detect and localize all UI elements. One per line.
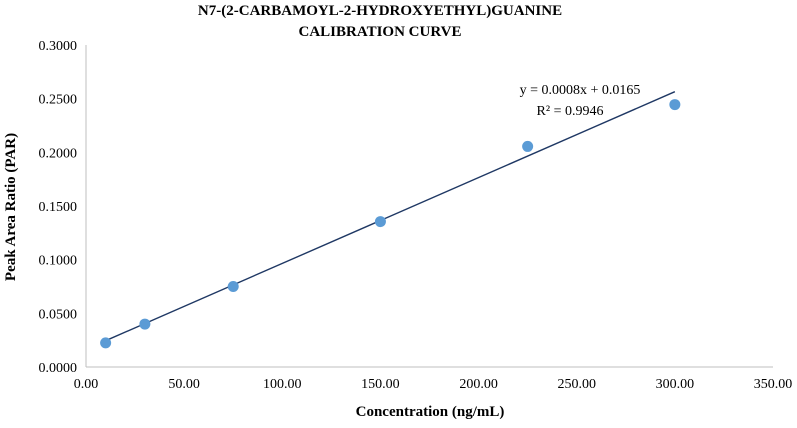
y-axis-title: Peak Area Ratio (PAR) — [3, 133, 19, 281]
chart-subtitle: CALIBRATION CURVE — [299, 24, 462, 40]
data-point — [100, 337, 112, 349]
x-tick-label: 250.00 — [557, 377, 596, 392]
y-tick-label: 0.1000 — [39, 254, 78, 269]
x-tick-label: 200.00 — [459, 377, 498, 392]
data-point — [522, 140, 534, 152]
x-tick-label: 150.00 — [361, 377, 400, 392]
y-tick-label: 0.2000 — [39, 146, 78, 161]
r-squared-label: R² = 0.9946 — [537, 104, 604, 119]
chart-title: N7-(2-CARBAMOYL-2-HYDROXYETHYL)GUANINE — [198, 3, 562, 19]
y-tick-label: 0.0500 — [39, 307, 78, 322]
x-tick-label: 50.00 — [168, 377, 200, 392]
trendline-equation: y = 0.0008x + 0.0165 — [520, 83, 641, 98]
x-tick-label: 0.00 — [74, 377, 99, 392]
data-point — [139, 318, 151, 330]
data-point — [227, 281, 239, 292]
y-tick-label: 0.0000 — [39, 361, 78, 376]
data-point — [374, 216, 386, 228]
x-tick-label: 300.00 — [656, 377, 695, 392]
x-tick-label: 350.00 — [754, 377, 793, 392]
y-tick-labels: 0.0000 0.0500 0.1000 0.1500 0.2000 0.2500 0.30… — [39, 39, 78, 376]
x-tick-label: 100.00 — [263, 377, 302, 392]
data-point — [669, 99, 681, 111]
y-tick-label: 0.1500 — [39, 200, 78, 215]
x-tick-labels: 0.00 50.00 100.00 150.00 200.00 250.00 300.00 3… — [74, 377, 793, 392]
data-points — [100, 99, 681, 349]
trendline — [105, 91, 676, 342]
y-tick-label: 0.3000 — [39, 39, 78, 54]
x-axis-title: Concentration (ng/mL) — [356, 404, 505, 420]
y-tick-label: 0.2500 — [39, 93, 78, 108]
